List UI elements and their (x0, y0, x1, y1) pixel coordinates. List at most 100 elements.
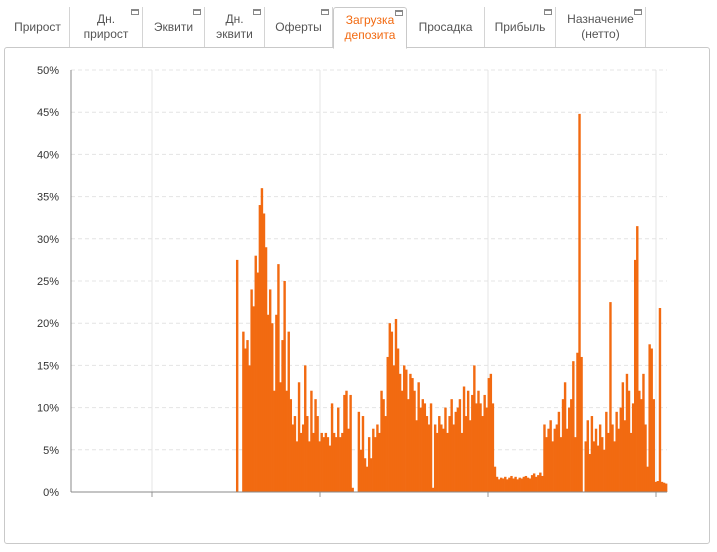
bar (429, 403, 433, 492)
bar (506, 479, 509, 492)
bar (388, 323, 392, 492)
bar (588, 454, 592, 492)
maximize-icon[interactable] (193, 9, 201, 15)
tab-8[interactable]: Назначение (нетто) (556, 7, 646, 47)
bar (405, 369, 408, 492)
bar (400, 390, 404, 492)
bar (398, 373, 402, 492)
bar (475, 403, 478, 492)
bar (532, 473, 536, 492)
tab-label: Оферты (275, 19, 322, 34)
bar (613, 441, 616, 492)
bar (646, 466, 649, 492)
bar (541, 475, 544, 492)
bar (473, 365, 476, 492)
bar (481, 416, 484, 492)
bar (625, 373, 629, 492)
maximize-icon[interactable] (131, 9, 139, 15)
tab-label: Эквити (153, 19, 194, 34)
bar (287, 331, 290, 492)
bar (339, 437, 342, 492)
bar (495, 476, 499, 492)
bar (648, 344, 651, 492)
bar (403, 365, 406, 492)
bar (555, 424, 559, 492)
bar (242, 331, 245, 492)
bar (537, 475, 540, 492)
tab-6[interactable]: Просадка (407, 7, 485, 47)
maximize-icon[interactable] (544, 9, 552, 15)
maximize-icon[interactable] (634, 9, 642, 15)
bar (623, 420, 627, 492)
bar (652, 399, 655, 492)
bar (578, 113, 581, 492)
tab-0[interactable]: Прирост (6, 7, 70, 47)
bar (502, 478, 505, 492)
bar (514, 476, 517, 492)
bar (520, 478, 523, 492)
maximize-icon[interactable] (253, 9, 261, 15)
bar (268, 289, 272, 492)
bar (347, 428, 350, 492)
bar (522, 476, 526, 492)
bar (471, 394, 474, 492)
tab-5[interactable]: Загрузка депозита (333, 7, 407, 49)
bar (297, 382, 301, 492)
bar (351, 487, 354, 492)
bar (664, 483, 668, 492)
bar (380, 390, 383, 492)
maximize-icon[interactable] (321, 9, 329, 15)
bar (361, 416, 365, 492)
bar (433, 424, 437, 492)
bar (570, 399, 573, 492)
bar (324, 432, 328, 492)
bar (619, 407, 622, 492)
bar (363, 458, 367, 492)
bar (316, 416, 319, 492)
bar (438, 416, 441, 492)
tab-2[interactable]: Эквити (143, 7, 205, 47)
bar (650, 348, 653, 492)
bar (394, 318, 398, 492)
maximize-icon[interactable] (395, 10, 403, 16)
bar (596, 445, 600, 492)
bar (314, 399, 317, 492)
bar (425, 416, 429, 492)
bar (374, 437, 377, 492)
bar (386, 356, 389, 492)
bar (334, 437, 338, 492)
bar (370, 458, 373, 492)
bar (584, 441, 587, 492)
bar (487, 378, 490, 492)
bar (631, 403, 635, 492)
bar (660, 481, 664, 492)
bar (283, 281, 286, 492)
bar (390, 331, 394, 492)
bar (456, 407, 460, 492)
bar (304, 365, 307, 492)
bar (396, 348, 400, 492)
bar (423, 403, 427, 492)
tab-3[interactable]: Дн. эквити (205, 7, 265, 47)
bar (246, 340, 249, 492)
tab-4[interactable]: Оферты (265, 7, 333, 47)
bar (254, 255, 257, 492)
bar (640, 399, 643, 492)
bar (345, 390, 348, 492)
bar (654, 481, 658, 492)
bar (530, 475, 534, 492)
bar (301, 424, 305, 492)
bar (248, 365, 251, 492)
bar (343, 394, 346, 492)
bar (539, 472, 542, 492)
y-tick-label: 40% (37, 149, 59, 161)
tab-7[interactable]: Прибыль (485, 7, 556, 47)
bar (549, 420, 552, 492)
bar (512, 478, 515, 492)
bar (565, 428, 569, 492)
bar (516, 479, 519, 492)
tab-1[interactable]: Дн. прирост (70, 7, 143, 47)
bar (359, 449, 363, 492)
bar (415, 420, 418, 492)
bar (310, 390, 313, 492)
